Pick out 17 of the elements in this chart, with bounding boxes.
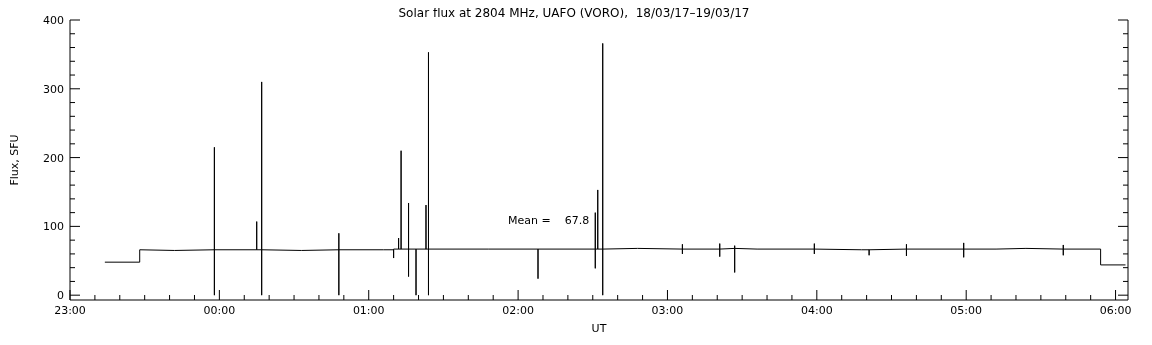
x-tick-label: 04:00 [800,304,833,317]
x-tick-label: 00:00 [203,304,236,317]
x-tick-label: 06:00 [1099,304,1132,317]
x-tick-label: 23:00 [54,304,86,317]
x-tick-label: 03:00 [651,304,684,317]
y-tick-label: 0 [57,289,64,303]
x-tick-label: 05:00 [950,304,983,317]
x-tick-label: 01:00 [352,304,385,317]
y-tick-label: 200 [43,151,64,165]
chart-title: Solar flux at 2804 MHz, UAFO (VORO), 18/03/17–19/03/17 [398,7,750,20]
y-tick-label: 100 [43,220,64,234]
x-tick-label: 02:00 [502,304,534,317]
y-axis-title: Flux, SFU [7,134,21,186]
x-axis-title: UT [591,322,607,335]
y-tick-label: 300 [43,82,64,96]
y-tick-label: 400 [43,14,64,27]
annotation: Mean = 67.8 [508,214,590,227]
